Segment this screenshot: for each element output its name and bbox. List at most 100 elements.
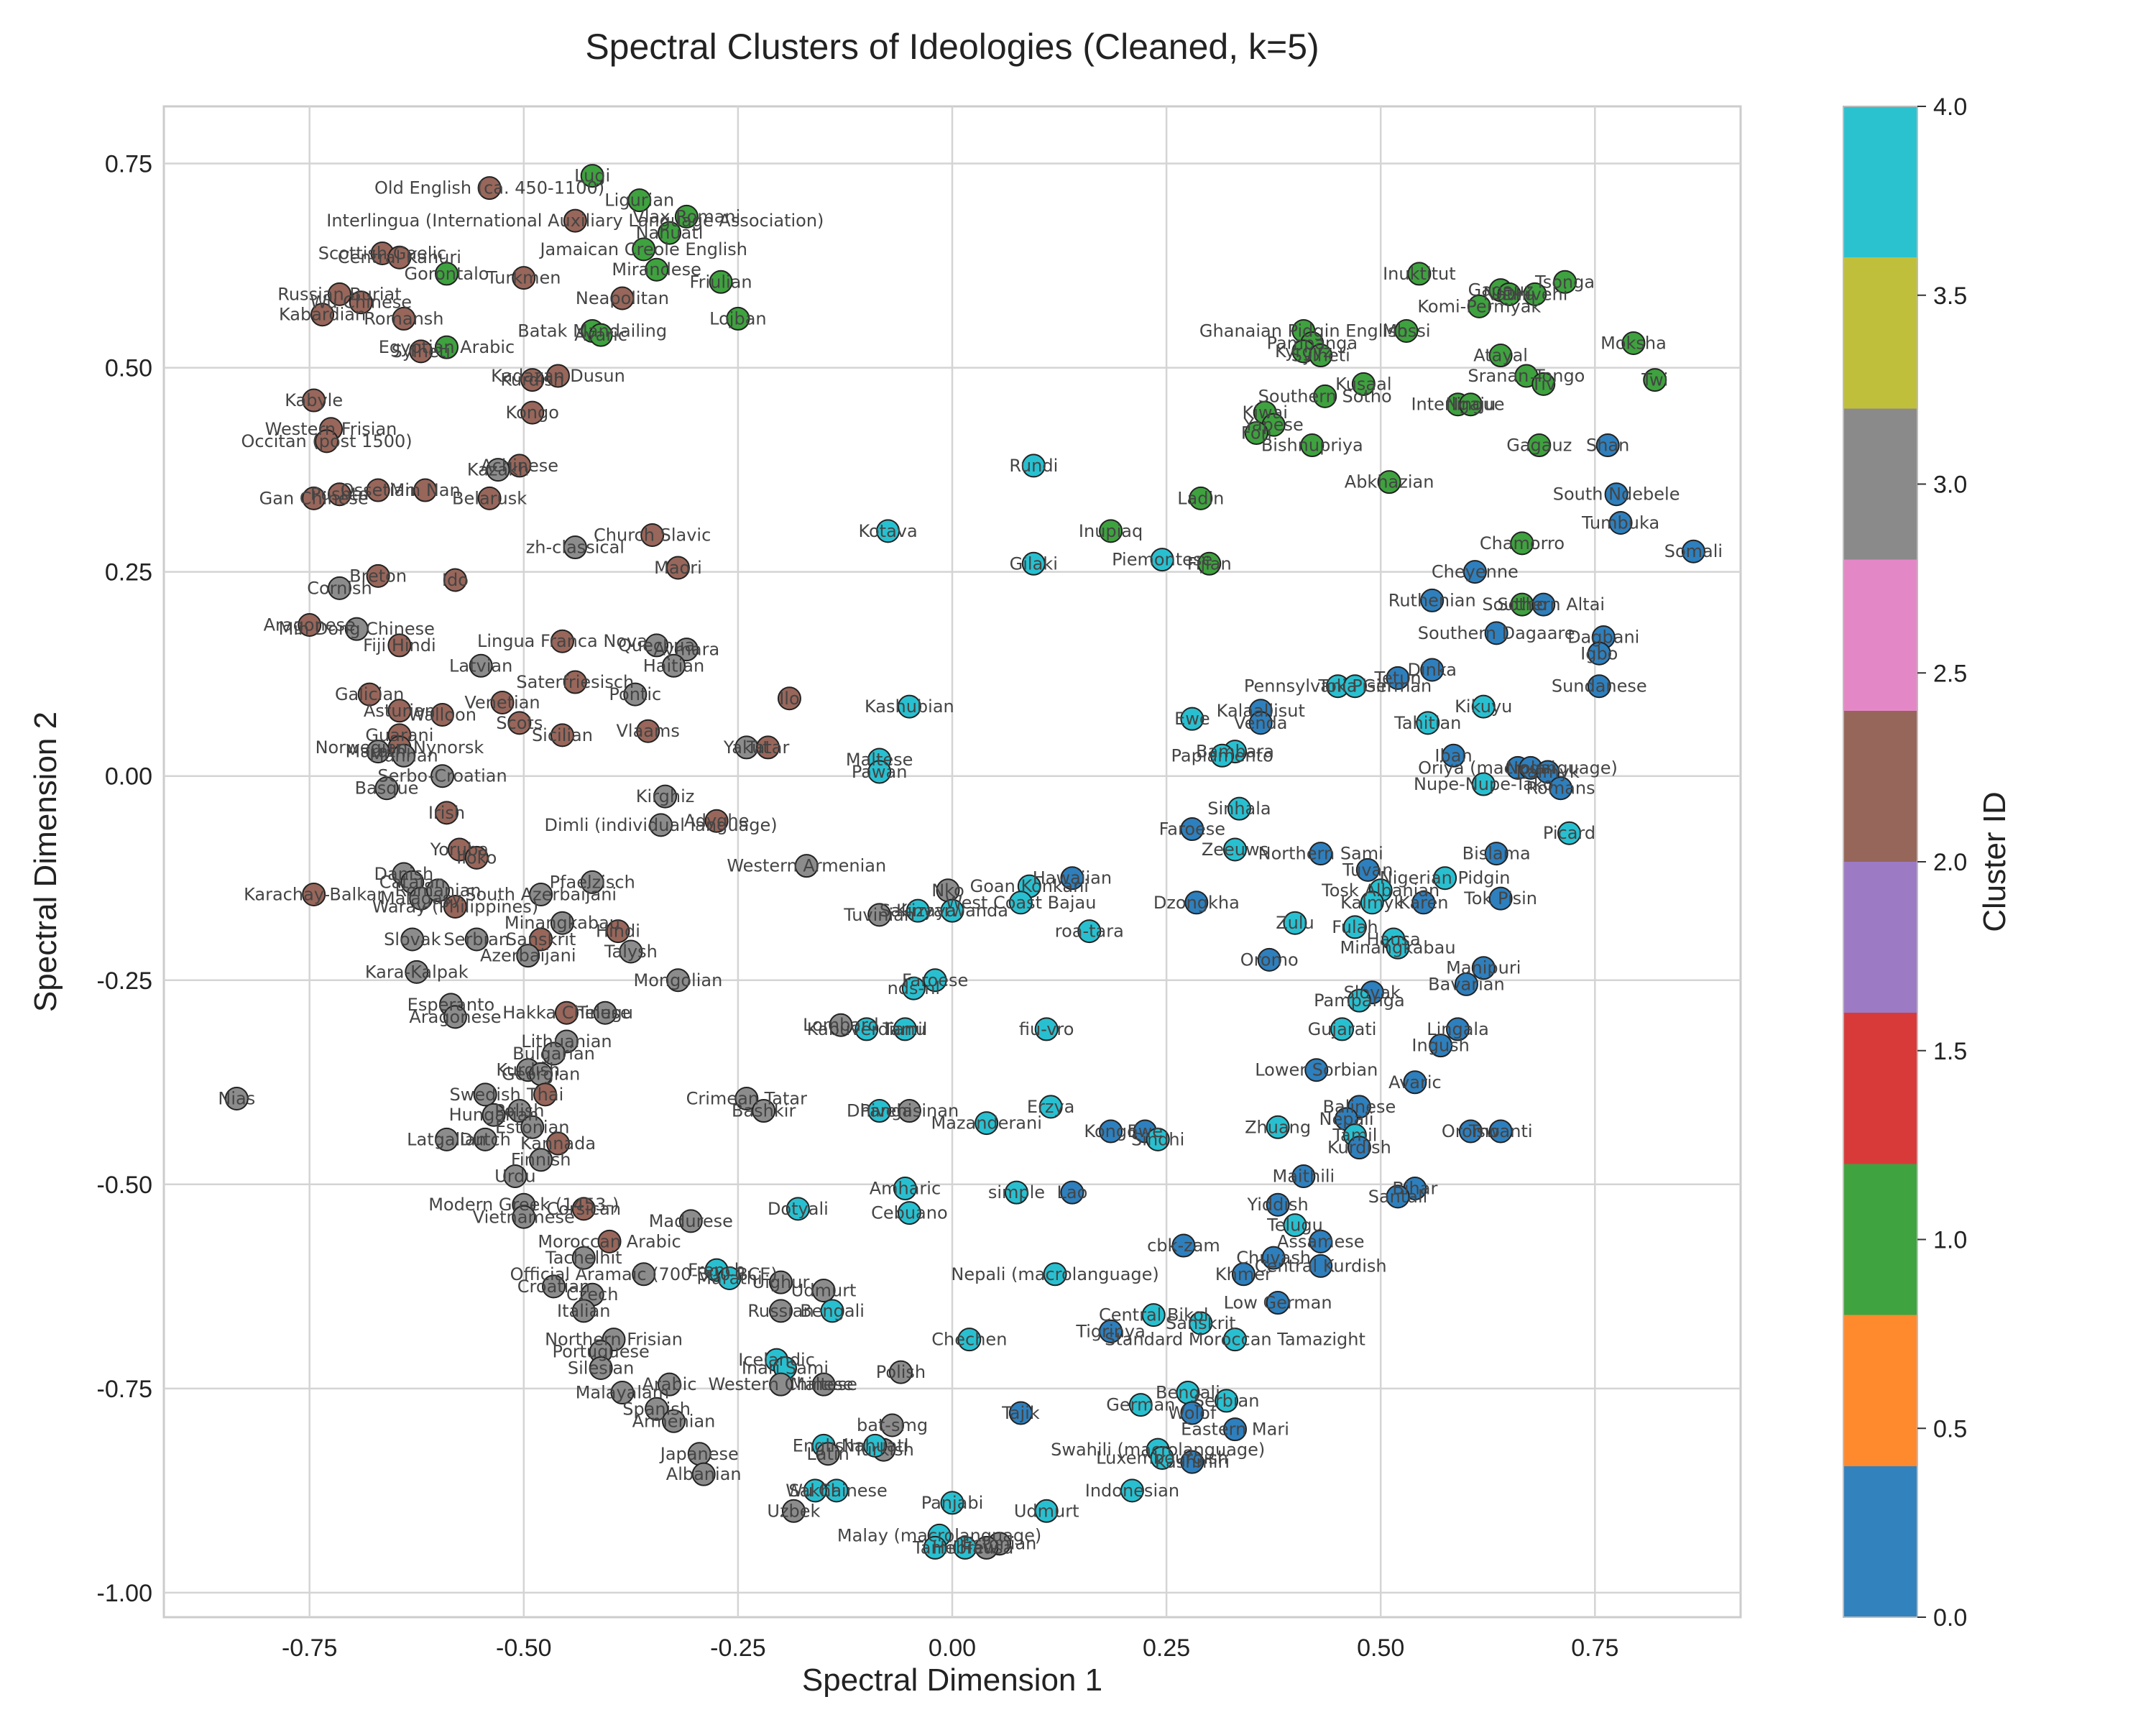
data-point (957, 1328, 982, 1352)
data-point (413, 478, 438, 502)
colorbar-tick-label: 1.0 (1933, 1227, 1967, 1254)
point-label: Bavarian (1428, 974, 1505, 994)
data-point (1244, 420, 1268, 445)
point-label: Zhuang (1245, 1117, 1311, 1137)
data-point (1330, 1017, 1355, 1041)
data-point (867, 760, 892, 784)
point-label: Faroese (902, 970, 968, 990)
data-point (1386, 666, 1410, 690)
point-label: Kara-Kalpak (365, 962, 469, 982)
data-point (563, 535, 587, 560)
data-point (434, 262, 459, 286)
x-axis-label: Spectral Dimension 1 (802, 1662, 1102, 1698)
point-label: Wu Chinese (310, 293, 412, 313)
point-label: Tajik (1001, 1403, 1040, 1423)
point-label: Nupe-Nupe-Tako (1414, 774, 1554, 794)
data-point (1416, 711, 1440, 735)
data-point (1197, 551, 1222, 576)
data-point (1189, 1311, 1213, 1335)
data-point (1557, 821, 1582, 845)
data-point (1266, 1115, 1290, 1139)
point-label: bat-smg (857, 1415, 928, 1435)
point-label: Slovak (384, 929, 441, 949)
point-label: Moksha (1600, 334, 1667, 354)
point-label: Moroccan Arabic (538, 1231, 681, 1251)
data-point (1283, 911, 1307, 935)
point-label: Luxembourgish (1096, 1448, 1228, 1468)
point-label: Silesian (568, 1358, 634, 1378)
data-point (503, 1164, 528, 1188)
point-label: Min Dong Chinese (279, 619, 435, 639)
data-point (863, 1433, 888, 1458)
point-label: Tahitian (1393, 713, 1461, 733)
data-point (1604, 482, 1628, 507)
data-point (443, 568, 467, 592)
point-label: Esperanto (407, 995, 495, 1015)
point-label: Eastern Mari (1181, 1420, 1289, 1440)
data-point (867, 903, 892, 927)
point-label: Lugi (574, 166, 610, 186)
point-label: Haitian (643, 656, 704, 676)
data-point (1458, 1119, 1483, 1144)
data-point (469, 653, 493, 678)
point-label: Georgian (502, 1064, 580, 1084)
data-point (923, 1535, 947, 1560)
point-label: Swedish (450, 1085, 521, 1105)
point-label: Kotava (858, 521, 917, 541)
point-label: Wu Chinese (786, 1481, 888, 1501)
point-label: Romans (1526, 778, 1595, 799)
data-point (1471, 694, 1496, 719)
point-label: Central Kanuri (338, 247, 461, 267)
point-label: Galician (335, 684, 404, 704)
point-label: Nahuatl (636, 223, 704, 243)
point-label: Hungarian (449, 1105, 539, 1125)
data-point (1458, 392, 1483, 417)
point-label: Slovak (1344, 983, 1401, 1003)
data-point (975, 1111, 999, 1136)
data-point (529, 882, 553, 906)
point-label: Hausa (1366, 929, 1420, 949)
point-label: roa-tara (1055, 921, 1124, 942)
point-label: Oromo (1240, 949, 1299, 970)
data-point (1146, 1127, 1170, 1151)
data-point (392, 306, 416, 331)
point-label: Santali (1368, 1187, 1428, 1207)
data-point (1531, 592, 1556, 617)
data-point (1008, 891, 1033, 915)
point-label: Dhivehi (847, 1101, 912, 1121)
data-point (571, 1246, 596, 1270)
data-point (1386, 935, 1410, 960)
data-point (1261, 1246, 1286, 1270)
data-point (580, 164, 604, 188)
point-label: Tamil (1332, 1126, 1377, 1146)
point-label: Chechen (931, 1330, 1007, 1350)
data-point (464, 927, 489, 952)
data-point (1621, 331, 1646, 356)
data-point (1128, 1393, 1153, 1417)
point-label: Yiddish (1246, 1195, 1308, 1215)
point-label: simple (988, 1182, 1045, 1202)
data-point (443, 1005, 467, 1029)
point-label: Pontic (609, 684, 661, 704)
point-label: Sindhi (1131, 1129, 1184, 1149)
point-label: Western Frisian (265, 419, 397, 439)
data-point (1309, 1254, 1333, 1278)
point-label: Venetian (464, 692, 540, 712)
point-label: Gujarati (1308, 1019, 1377, 1039)
data-point (1300, 433, 1325, 458)
data-point (674, 204, 699, 229)
point-label: Bulgarian (512, 1044, 595, 1064)
data-point (387, 699, 412, 723)
point-label: Gagauz (1468, 280, 1534, 300)
data-point (1497, 282, 1521, 306)
data-point (486, 458, 510, 482)
point-label: Central Bikol (1099, 1305, 1209, 1325)
data-point (897, 1201, 921, 1225)
point-label: Kikuyu (1455, 696, 1512, 717)
data-point (512, 1205, 536, 1229)
point-label: South Ndebele (1553, 484, 1680, 505)
data-point (520, 1115, 545, 1139)
data-point (430, 764, 455, 788)
data-point (627, 188, 652, 213)
point-label: Achinese (481, 456, 558, 476)
